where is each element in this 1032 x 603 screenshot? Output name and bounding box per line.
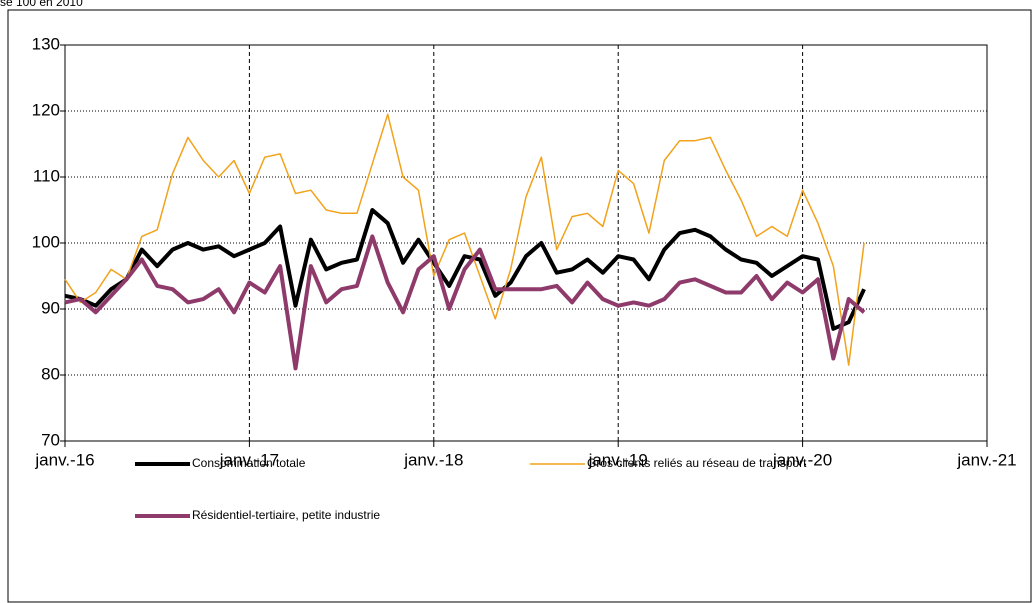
y-tick-label: 120 (32, 100, 60, 119)
y-tick-label: 70 (41, 430, 60, 449)
y-tick-label: 100 (32, 232, 60, 251)
x-tick-label: janv.-16 (34, 450, 94, 469)
chart-subtitle: se 100 en 2010 (0, 0, 83, 9)
y-tick-label: 90 (41, 298, 60, 317)
legend-label: Gros clients reliés au réseau de transpo… (587, 456, 807, 470)
x-tick-label: janv.-21 (956, 450, 1016, 469)
y-tick-label: 130 (32, 34, 60, 53)
series-line (64, 208, 866, 331)
y-tick-label: 80 (41, 364, 60, 383)
legend-label: Résidentiel-tertiaire, petite industrie (192, 508, 380, 522)
x-tick-label: janv.-19 (588, 450, 648, 469)
x-tick-label: janv.-17 (219, 450, 279, 469)
y-tick-label: 110 (33, 166, 60, 185)
series-line (64, 234, 866, 371)
x-tick-label: janv.-20 (772, 450, 832, 469)
chart-border (7, 9, 1032, 603)
x-tick-label: janv.-18 (403, 450, 463, 469)
legend-label: Consommation totale (192, 456, 306, 470)
series-line (64, 113, 865, 366)
